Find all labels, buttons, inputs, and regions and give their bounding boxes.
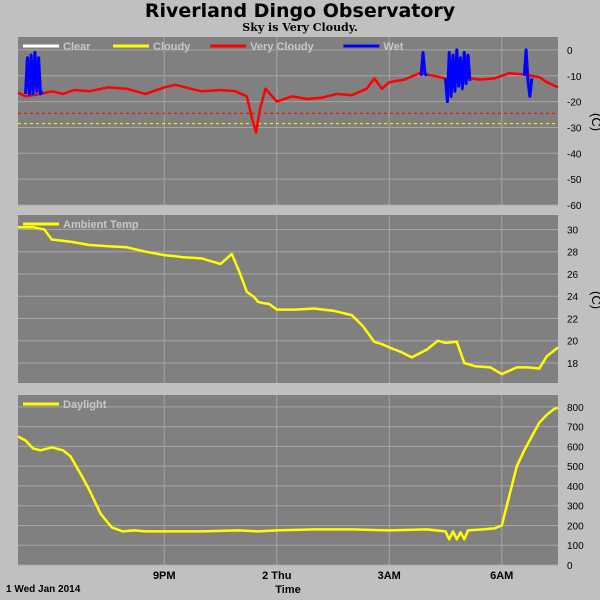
legend-label: Daylight (63, 399, 107, 411)
x-tick-label: 3AM (378, 570, 401, 582)
y-tick-label: -50 (567, 175, 582, 186)
y-tick-label: 26 (567, 270, 579, 281)
chart-panel-3: 800 700 600 500 400 300 200 100 0 Daylight (17, 395, 584, 572)
y-tick-label: 0 (567, 46, 573, 57)
series-line-daylight (17, 406, 559, 541)
x-tick-label: 2 Thu (262, 570, 291, 582)
page-title: Riverland Dingo Observatory (144, 0, 456, 22)
y-tick-label: 20 (567, 337, 579, 348)
x-tick-label: 6AM (490, 570, 513, 582)
y-axis-label: (C) (589, 291, 600, 309)
plot-area (18, 395, 558, 565)
y-tick-label: 500 (567, 462, 584, 473)
plot-area (18, 37, 558, 205)
y-tick-label: 100 (567, 541, 584, 552)
series-line-wet (522, 48, 534, 98)
legend-label: Wet (383, 41, 403, 53)
y-tick-label: -10 (567, 72, 582, 83)
y-tick-label: 24 (567, 292, 579, 303)
series-line-ambient-temp (18, 225, 559, 376)
y-tick-label: 600 (567, 442, 584, 453)
y-tick-label: -30 (567, 123, 582, 134)
legend-label: Clear (63, 41, 91, 53)
series-line-wet (419, 51, 429, 77)
y-tick-label: 400 (567, 482, 584, 493)
series-line-wet (444, 48, 472, 104)
x-axis-title: Time (275, 584, 300, 596)
y-tick-label: 18 (567, 359, 579, 370)
x-tick-label: 9PM (153, 570, 176, 582)
y-axis-label: (C) (589, 113, 600, 131)
y-tick-label: 28 (567, 248, 579, 259)
legend-label: Ambient Temp (63, 219, 139, 231)
y-tick-label: -40 (567, 149, 582, 160)
footer-date: 1 Wed Jan 2014 (6, 584, 81, 595)
series-line-wet (24, 51, 44, 96)
y-tick-label: 200 (567, 521, 584, 532)
y-tick-label: 800 (567, 403, 584, 414)
plot-area (18, 215, 558, 383)
legend-label: Very Cloudy (250, 41, 314, 53)
y-tick-label: 0 (567, 561, 573, 572)
y-tick-label: -60 (567, 201, 582, 212)
y-tick-label: 300 (567, 502, 584, 513)
y-tick-label: 700 (567, 423, 584, 434)
legend-label: Cloudy (153, 41, 191, 53)
y-tick-label: 22 (567, 314, 579, 325)
chart-panel-2: 30 28 26 24 22 20 18 Ambient Temp (C) (18, 215, 600, 383)
sky-status-subtitle: Sky is Very Cloudy. (242, 21, 358, 34)
y-tick-label: -20 (567, 98, 582, 109)
y-tick-label: 30 (567, 225, 579, 236)
chart-panel-1: 0 -10 -20 -30 -40 -50 -60 Clear Cloudy Very Cloud… (17, 37, 600, 212)
